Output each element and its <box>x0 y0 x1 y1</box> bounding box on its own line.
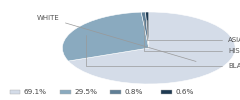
Wedge shape <box>141 12 149 48</box>
FancyBboxPatch shape <box>161 90 172 94</box>
Wedge shape <box>145 12 149 48</box>
FancyBboxPatch shape <box>60 90 71 94</box>
Wedge shape <box>68 12 235 84</box>
Text: BLACK: BLACK <box>86 35 240 69</box>
Text: 0.8%: 0.8% <box>125 89 143 95</box>
Text: 29.5%: 29.5% <box>74 89 97 95</box>
FancyBboxPatch shape <box>10 90 20 94</box>
Text: 69.1%: 69.1% <box>24 89 47 95</box>
Text: HISPANIC: HISPANIC <box>144 20 240 54</box>
Text: ASIAN: ASIAN <box>147 20 240 43</box>
FancyBboxPatch shape <box>110 90 121 94</box>
Text: 0.6%: 0.6% <box>175 89 194 95</box>
Wedge shape <box>62 12 149 61</box>
Text: WHITE: WHITE <box>37 15 196 61</box>
